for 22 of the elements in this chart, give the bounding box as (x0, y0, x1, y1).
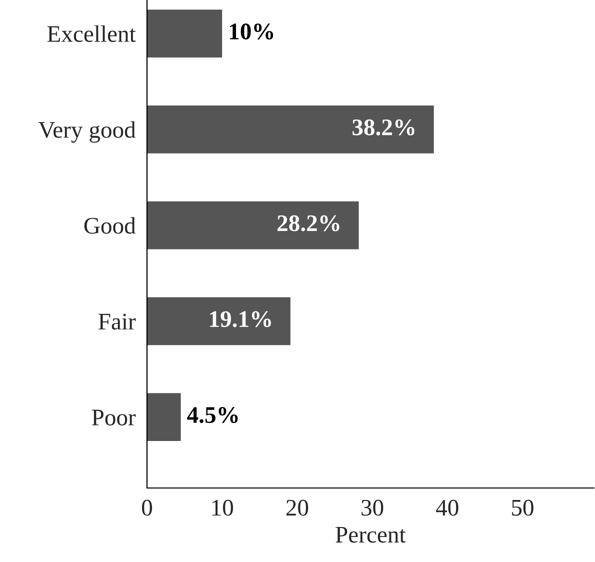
y-tick-label: Very good (38, 121, 136, 143)
bar (147, 201, 359, 250)
data-label: 19.1% (210, 311, 271, 328)
bar (147, 105, 434, 154)
x-tick-label: 50 (512, 500, 534, 516)
x-tick-label: 30 (362, 500, 384, 516)
bar (147, 393, 181, 442)
x-tick-label: 20 (286, 500, 308, 516)
bar (147, 10, 222, 58)
x-tick-label: 40 (436, 500, 458, 516)
data-label: 10% (230, 24, 274, 40)
x-axis-title: Percent (336, 527, 406, 543)
y-tick-label: Poor (92, 410, 136, 426)
x-tick-label: 0 (142, 500, 152, 516)
y-tick-label: Good (84, 217, 136, 234)
data-label: 38.2% (352, 119, 414, 136)
data-label: 28.2% (278, 215, 340, 232)
data-label: 4.5% (187, 407, 238, 424)
y-tick-label: Fair (98, 314, 136, 330)
y-tick-label: Excellent (47, 25, 136, 42)
bar (147, 297, 290, 346)
x-tick-label: 10 (212, 500, 233, 516)
